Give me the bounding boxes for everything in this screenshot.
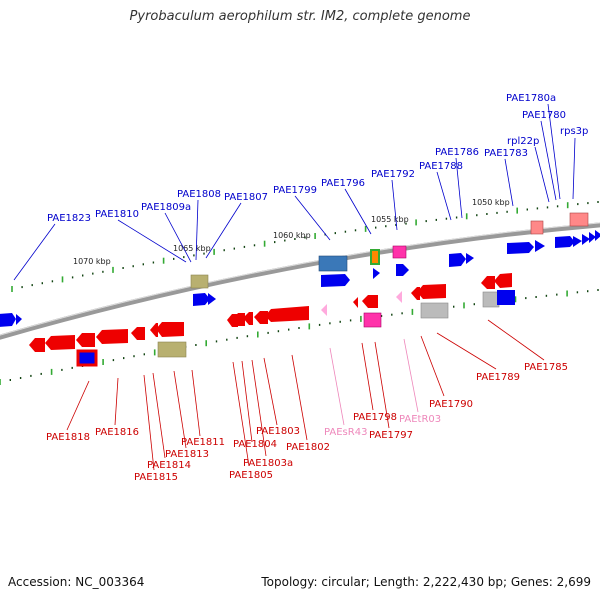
label-PAE1823[interactable]: PAE1823 <box>47 213 91 224</box>
gene-PAE1790-box[interactable] <box>420 302 449 319</box>
bottom-leader-lines <box>66 319 545 471</box>
scale-label-1060: 1060 kbp <box>273 231 311 240</box>
scale-label-1065: 1065 kbp <box>173 244 211 253</box>
gene-PAE1807[interactable] <box>208 293 216 305</box>
gene-PAE1808[interactable] <box>193 293 210 306</box>
gene-PAE1788[interactable] <box>449 253 466 267</box>
label-PAE1815[interactable]: PAE1815 <box>134 472 178 483</box>
gene-rpl22p-box[interactable] <box>530 220 544 235</box>
gene-PAE1816[interactable] <box>96 329 128 344</box>
gene-PAE1813[interactable] <box>156 322 184 337</box>
label-PAE1798[interactable]: PAE1798 <box>353 412 397 423</box>
label-PAE1808[interactable]: PAE1808 <box>177 189 221 200</box>
label-rps3p[interactable]: rps3p <box>560 126 588 137</box>
gene-fwd-edge[interactable] <box>16 314 22 325</box>
gene-PAE1792[interactable] <box>396 264 409 276</box>
gene-PAE1790-a[interactable] <box>411 287 420 300</box>
gene-PAE1798[interactable] <box>353 297 358 308</box>
gene-PAEtR03[interactable] <box>396 291 402 303</box>
label-PAE1799[interactable]: PAE1799 <box>273 185 317 196</box>
label-PAE1788[interactable]: PAE1788 <box>419 161 463 172</box>
label-PAE1783[interactable]: PAE1783 <box>484 148 528 159</box>
top-gene-labels: PAE1823 PAE1810 PAE1809a PAE1808 PAE1807… <box>47 93 588 224</box>
gene-PAE1796[interactable] <box>373 268 380 279</box>
gene-rps3p-box[interactable] <box>569 212 589 227</box>
gene-PAE1780[interactable] <box>555 236 575 248</box>
label-PAE1810[interactable]: PAE1810 <box>95 209 139 220</box>
label-PAE1792[interactable]: PAE1792 <box>371 169 415 180</box>
label-PAE1796[interactable]: PAE1796 <box>321 178 365 189</box>
map-title: Pyrobaculum aerophilum str. IM2, complet… <box>129 9 471 24</box>
gene-PAE1804[interactable] <box>232 313 245 326</box>
gene-PAE1789[interactable] <box>481 276 495 289</box>
gene-PAE1818-box[interactable] <box>76 349 98 367</box>
label-PAE1809a[interactable]: PAE1809a <box>141 202 191 213</box>
gene-PAE1785[interactable] <box>494 273 512 288</box>
gene-PAE1785-box-grey[interactable] <box>482 291 500 308</box>
gene-fwd-end-1[interactable] <box>589 232 596 243</box>
label-PAE1802[interactable]: PAE1802 <box>286 442 330 453</box>
label-PAE1816[interactable]: PAE1816 <box>95 427 139 438</box>
rna-leader-lines <box>329 338 419 426</box>
label-PAE1811[interactable]: PAE1811 <box>181 437 225 448</box>
label-PAE1797[interactable]: PAE1797 <box>369 430 413 441</box>
gene-PAE1783[interactable] <box>507 242 534 254</box>
label-PAEsR43[interactable]: PAEsR43 <box>324 427 367 438</box>
gene-PAE1803[interactable] <box>254 311 268 324</box>
gene-PAE1790[interactable] <box>417 284 446 299</box>
bottom-gene-labels: PAE1818 PAE1816 PAE1815 PAE1814 PAE1813 … <box>46 362 568 483</box>
accession-text: Accession: NC_003364 <box>8 575 145 589</box>
gene-PAE1818-a[interactable] <box>29 338 45 352</box>
gene-PAE1796-box[interactable] <box>370 249 380 265</box>
label-PAE1789[interactable]: PAE1789 <box>476 372 520 383</box>
label-PAE1803a[interactable]: PAE1803a <box>243 458 293 469</box>
label-PAE1818[interactable]: PAE1818 <box>46 432 90 443</box>
label-PAE1805[interactable]: PAE1805 <box>229 470 273 481</box>
top-leader-lines <box>13 103 576 281</box>
scale-label-1070: 1070 kbp <box>73 257 111 266</box>
gene-PAE1808-box[interactable] <box>190 274 209 289</box>
label-PAE1814[interactable]: PAE1814 <box>147 460 191 471</box>
summary-text: Topology: circular; Length: 2,222,430 bp… <box>261 575 591 589</box>
chromosome-backbone <box>0 222 600 340</box>
forward-strand-genes <box>0 212 600 327</box>
label-PAE1785[interactable]: PAE1785 <box>524 362 568 373</box>
gene-PAE1803a[interactable] <box>243 312 253 325</box>
gene-PAE1785-box-blue[interactable] <box>497 290 515 305</box>
label-PAE1790[interactable]: PAE1790 <box>429 399 473 410</box>
gene-rps3p[interactable] <box>582 234 590 245</box>
label-PAE1813[interactable]: PAE1813 <box>165 449 209 460</box>
gene-rpl22p[interactable] <box>535 240 545 252</box>
gene-PAEsR43[interactable] <box>321 304 327 316</box>
gene-PAE1818-b[interactable] <box>45 335 75 350</box>
gene-PAE1780a[interactable] <box>573 236 582 247</box>
gene-PAE1811-box[interactable] <box>157 341 187 358</box>
label-rpl22p[interactable]: rpl22p <box>507 136 539 147</box>
gene-PAE1823[interactable] <box>0 313 16 327</box>
reverse-strand-genes <box>29 273 515 367</box>
label-PAE1786[interactable]: PAE1786 <box>435 147 479 158</box>
scale-label-1055: 1055 kbp <box>371 215 409 224</box>
label-PAEtR03[interactable]: PAEtR03 <box>399 414 441 425</box>
gene-PAE1799[interactable] <box>321 274 350 287</box>
gene-PAE1802[interactable] <box>265 306 309 322</box>
gene-PAE1799-box[interactable] <box>318 255 348 272</box>
gene-PAE1792-box[interactable] <box>392 245 407 259</box>
gene-PAE1814[interactable] <box>150 323 158 337</box>
label-PAE1804[interactable]: PAE1804 <box>233 439 277 450</box>
gene-PAE1797[interactable] <box>362 295 378 308</box>
gene-PAE1815[interactable] <box>131 327 145 340</box>
scale-label-1050: 1050 kbp <box>472 198 510 207</box>
label-PAE1807[interactable]: PAE1807 <box>224 192 268 203</box>
chromosome-backbone-highlight <box>0 222 600 336</box>
label-PAE1780[interactable]: PAE1780 <box>522 110 566 121</box>
gene-PAE1818-c[interactable] <box>76 333 95 347</box>
label-PAE1780a[interactable]: PAE1780a <box>506 93 556 104</box>
label-PAE1803[interactable]: PAE1803 <box>256 426 300 437</box>
gene-PAE1797-box[interactable] <box>363 312 382 328</box>
gene-fwd-end-2[interactable] <box>595 230 600 241</box>
gene-PAE1786[interactable] <box>466 253 474 264</box>
